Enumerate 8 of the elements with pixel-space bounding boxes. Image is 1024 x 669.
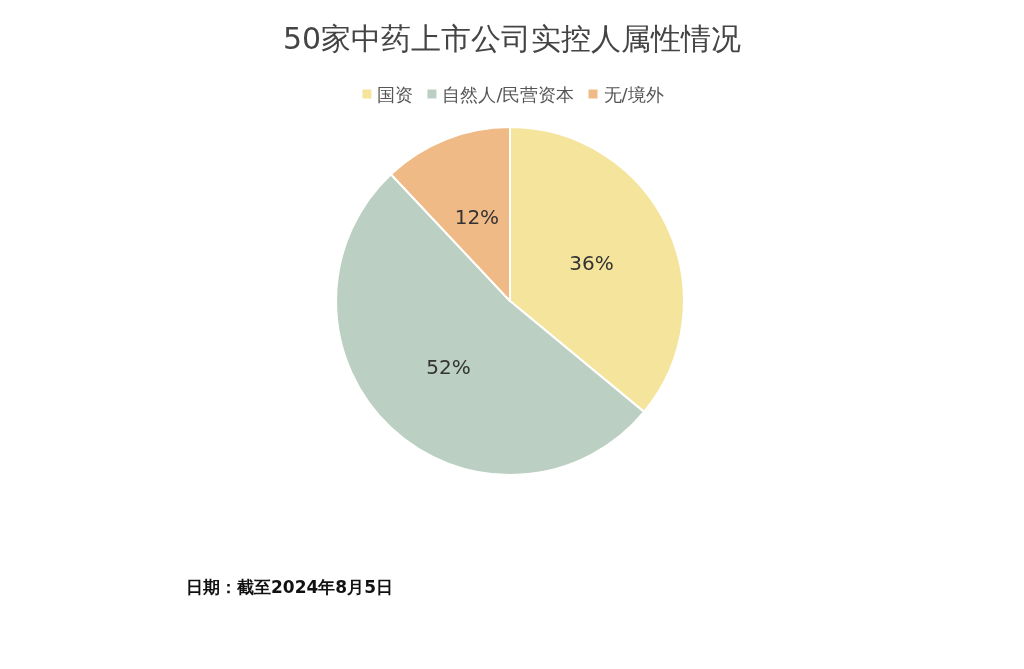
legend-label: 无/境外 [603, 83, 664, 105]
text: 日期：截至2024年8月5日 [186, 576, 393, 597]
legend-label: 国资 [377, 83, 414, 105]
data-label: 36% [569, 250, 614, 275]
data-label: 12% [454, 205, 500, 230]
chart-title: 50家中药上市公司实控人属性情况 [282, 20, 742, 56]
data-label: 52% [426, 354, 471, 379]
legend-label: 自然人/民营资本 [442, 83, 575, 105]
